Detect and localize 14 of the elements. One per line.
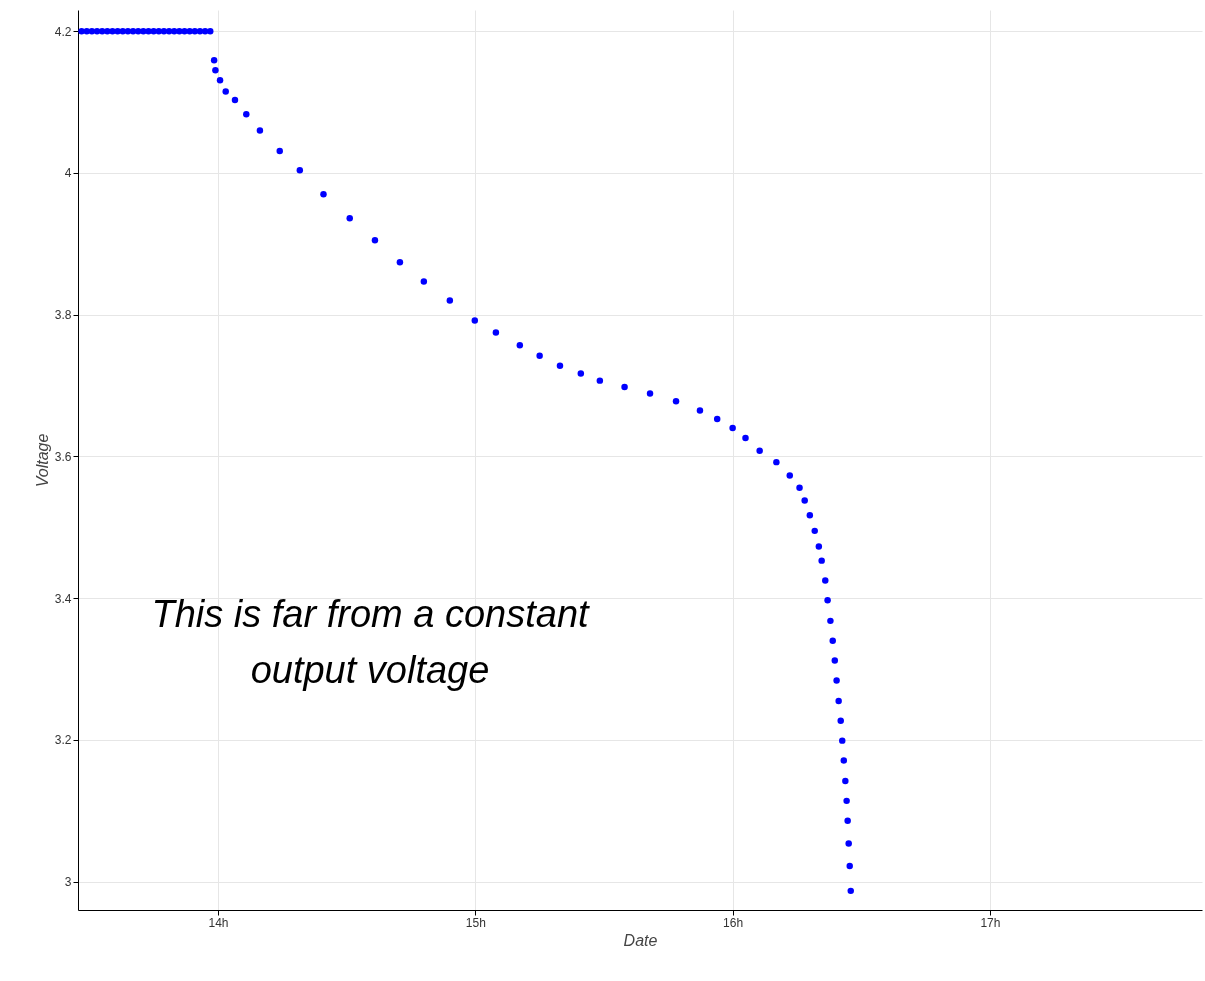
y-tick-label: 4.2 xyxy=(54,24,72,39)
y-axis-title: Voltage xyxy=(33,433,51,488)
y-tick-label: 3 xyxy=(64,875,72,890)
y-tick-label: 3.2 xyxy=(54,733,72,748)
y-tick-label: 3.6 xyxy=(54,449,72,464)
x-tick-label: 17h xyxy=(980,915,1001,930)
x-tick-label: 14h xyxy=(208,915,229,930)
x-tick-label: 15h xyxy=(465,915,486,930)
y-tick-label: 3.8 xyxy=(54,308,72,323)
annotation: This is far from a constant output voltage xyxy=(151,593,591,691)
y-tick-label: 4 xyxy=(64,166,72,181)
y-tick-label: 3.4 xyxy=(54,591,72,606)
x-axis-title: Date xyxy=(623,931,658,949)
x-tick-label: 16h xyxy=(723,915,744,930)
